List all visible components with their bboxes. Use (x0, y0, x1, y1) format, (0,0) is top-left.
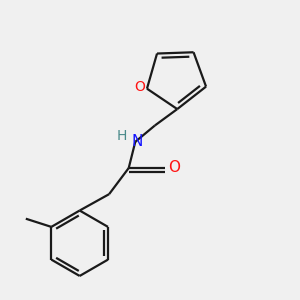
Text: O: O (169, 160, 181, 175)
Text: H: H (116, 129, 127, 143)
Text: O: O (134, 80, 145, 94)
Text: N: N (131, 134, 142, 149)
